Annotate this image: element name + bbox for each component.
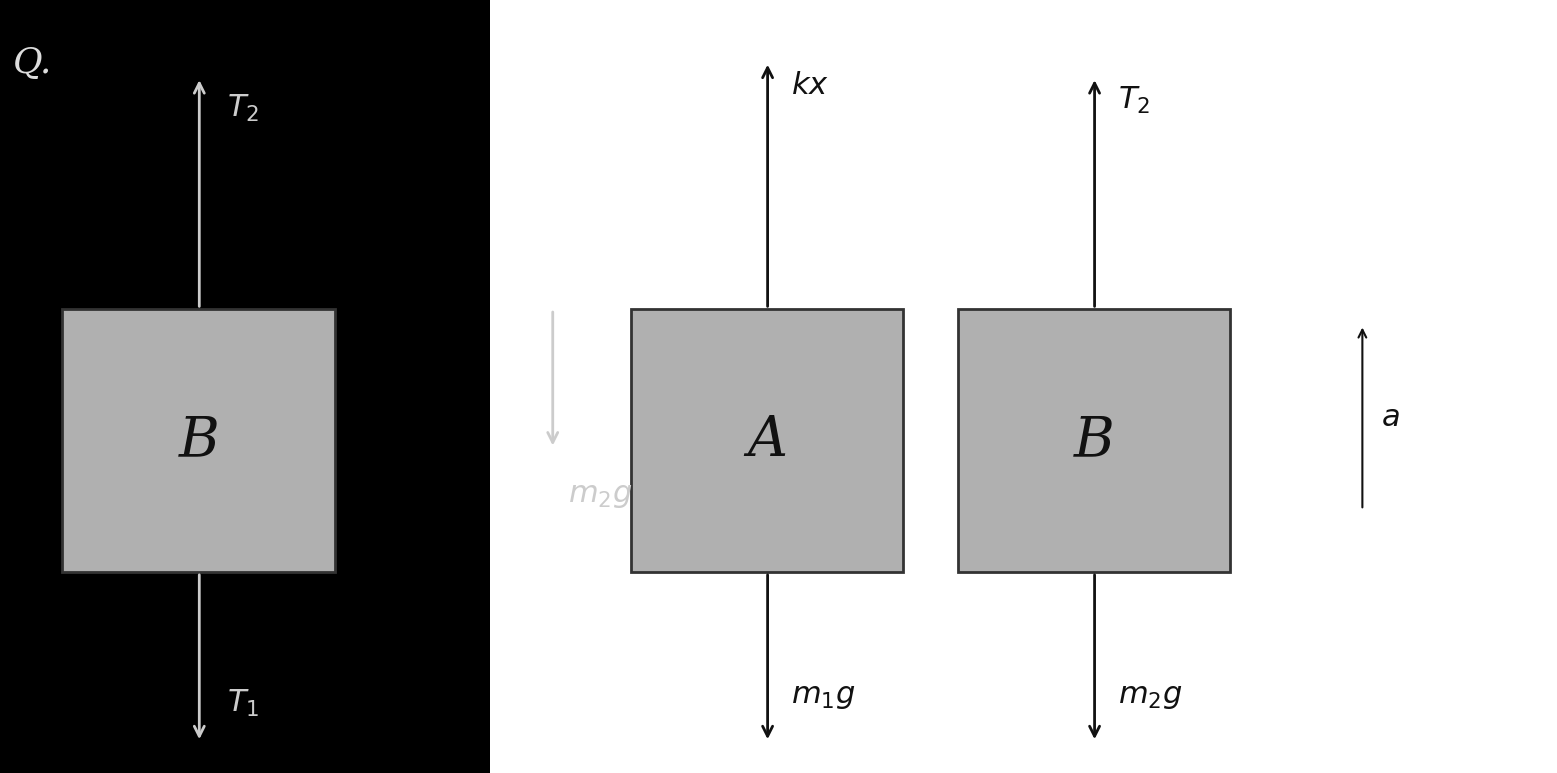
Text: $T_2$: $T_2$ [1118, 85, 1151, 116]
Text: $kx$: $kx$ [791, 70, 828, 100]
Text: $m_1g$: $m_1g$ [791, 680, 855, 711]
Bar [490, 0, 1557, 773]
Text: $m_2g$: $m_2g$ [568, 479, 632, 510]
Text: $T_1$: $T_1$ [227, 688, 260, 719]
Text: B: B [1074, 414, 1115, 468]
FancyBboxPatch shape [62, 309, 335, 572]
Text: $m_2g$: $m_2g$ [1118, 680, 1182, 711]
Text: B: B [179, 414, 220, 468]
Text: Q.: Q. [12, 46, 51, 80]
FancyBboxPatch shape [958, 309, 1230, 572]
Text: $T_2$: $T_2$ [227, 93, 260, 124]
Text: $a$: $a$ [1381, 402, 1400, 433]
Text: A: A [747, 414, 788, 468]
FancyBboxPatch shape [631, 309, 903, 572]
